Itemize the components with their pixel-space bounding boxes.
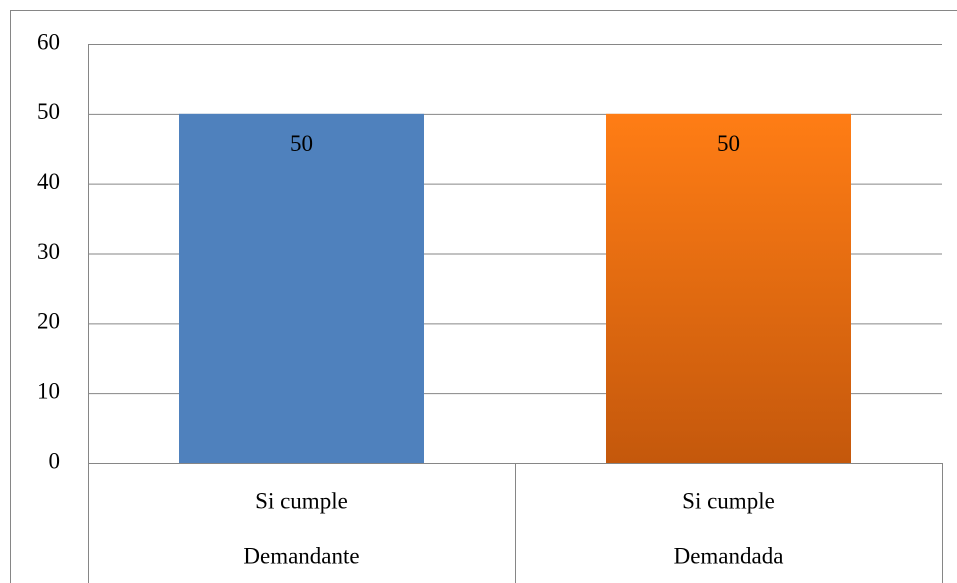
bar (179, 113, 424, 463)
data-label: 50 (717, 131, 740, 156)
group-label: Demandada (674, 543, 784, 568)
group-label: Demandante (243, 543, 359, 568)
chart-border (10, 10, 957, 583)
data-label: 50 (290, 131, 313, 156)
y-tick-label: 0 (49, 448, 61, 473)
y-tick-label: 40 (37, 169, 60, 194)
x-tick-label: Si cumple (682, 488, 775, 513)
y-tick-label: 50 (37, 99, 60, 124)
y-tick-label: 10 (37, 378, 60, 403)
y-tick-label: 60 (37, 29, 60, 54)
x-tick-label: Si cumple (255, 488, 348, 513)
y-tick-label: 30 (37, 239, 60, 264)
y-tick-label: 20 (37, 309, 60, 334)
bar (606, 113, 851, 463)
